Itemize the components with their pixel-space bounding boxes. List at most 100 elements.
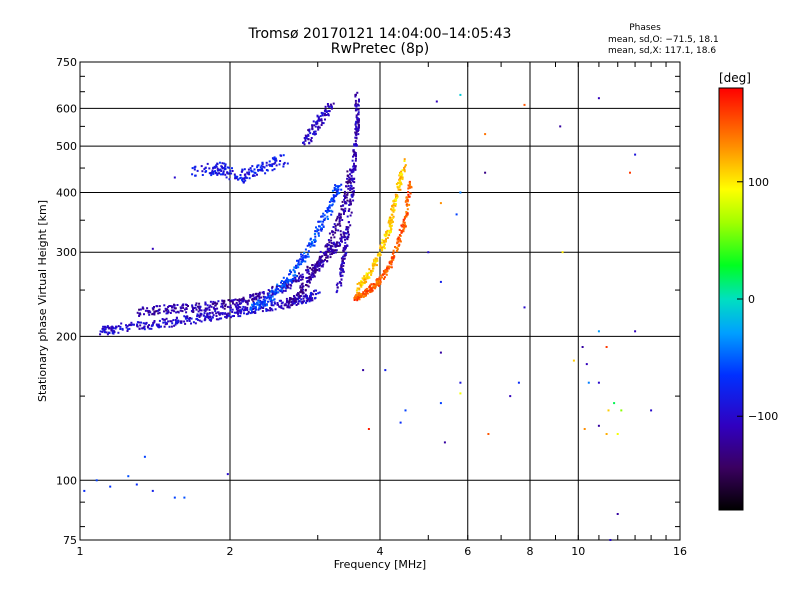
data-point xyxy=(360,285,363,288)
data-point xyxy=(326,103,329,105)
data-point xyxy=(362,369,365,372)
data-point xyxy=(278,299,281,302)
data-point xyxy=(146,309,149,312)
data-point xyxy=(194,165,197,168)
data-point xyxy=(262,305,265,308)
data-point xyxy=(203,312,206,315)
data-point xyxy=(395,203,397,206)
data-point xyxy=(348,181,351,184)
data-point xyxy=(306,266,309,269)
data-point xyxy=(231,301,234,303)
data-point xyxy=(170,325,173,328)
data-point xyxy=(389,266,392,269)
data-point xyxy=(299,258,302,261)
data-point xyxy=(297,266,300,269)
data-point xyxy=(302,141,305,144)
data-point xyxy=(328,200,331,203)
data-point xyxy=(231,311,234,313)
data-point xyxy=(395,183,398,185)
data-point xyxy=(211,169,214,172)
data-point xyxy=(366,292,369,295)
data-point xyxy=(300,289,303,292)
data-point xyxy=(332,249,335,252)
data-point xyxy=(298,272,300,275)
data-point xyxy=(400,171,403,174)
data-point xyxy=(385,234,388,237)
data-point xyxy=(328,241,331,244)
data-point xyxy=(310,140,313,143)
data-point xyxy=(250,306,253,309)
data-point xyxy=(247,299,250,302)
data-point xyxy=(345,202,348,205)
data-point xyxy=(298,275,301,278)
data-point xyxy=(403,158,406,161)
data-point xyxy=(308,278,311,281)
data-point xyxy=(313,241,316,243)
data-point xyxy=(261,303,264,306)
data-point xyxy=(177,321,179,324)
data-point xyxy=(286,285,289,288)
data-point xyxy=(353,299,356,301)
data-point xyxy=(146,307,149,310)
data-point xyxy=(324,210,327,212)
data-point xyxy=(318,126,321,129)
data-point xyxy=(253,303,256,306)
x-tick-label: 2 xyxy=(227,545,234,558)
data-point xyxy=(609,539,612,541)
data-point xyxy=(206,162,209,165)
data-point xyxy=(278,305,281,308)
data-point xyxy=(396,194,399,197)
data-point xyxy=(275,290,278,293)
data-point xyxy=(291,281,293,284)
data-point xyxy=(376,278,379,281)
data-point xyxy=(322,122,325,125)
data-point xyxy=(225,313,228,316)
data-point xyxy=(241,180,244,183)
data-point xyxy=(316,264,319,267)
data-point xyxy=(221,312,224,315)
data-point xyxy=(271,293,274,296)
data-point xyxy=(242,177,245,180)
data-point xyxy=(126,330,129,332)
data-point xyxy=(342,270,345,273)
data-point xyxy=(333,223,336,226)
data-point xyxy=(339,275,342,278)
data-point xyxy=(287,286,290,289)
data-point xyxy=(316,115,319,118)
data-point xyxy=(284,304,287,307)
data-point xyxy=(292,279,295,282)
data-point xyxy=(220,170,223,172)
data-point xyxy=(394,193,397,196)
data-point xyxy=(391,220,394,223)
data-point xyxy=(317,229,320,232)
data-point xyxy=(239,312,242,315)
data-point xyxy=(312,120,315,123)
data-point xyxy=(221,162,224,165)
data-point xyxy=(384,369,387,372)
data-point xyxy=(357,118,360,121)
data-point xyxy=(355,125,358,128)
data-point xyxy=(326,110,328,113)
data-point xyxy=(324,245,327,248)
data-point xyxy=(297,298,299,300)
data-point xyxy=(391,209,394,212)
data-point xyxy=(262,291,265,293)
data-point xyxy=(274,308,277,311)
data-point xyxy=(255,296,258,299)
data-point xyxy=(251,310,253,313)
data-point xyxy=(255,295,258,298)
data-point xyxy=(258,291,261,294)
data-point xyxy=(357,113,360,116)
data-point xyxy=(361,282,364,285)
data-point xyxy=(191,307,194,310)
data-point xyxy=(170,309,173,312)
data-point xyxy=(364,289,366,292)
data-point xyxy=(210,305,213,308)
data-point xyxy=(318,255,321,258)
data-point xyxy=(305,294,308,297)
data-point xyxy=(199,305,202,308)
data-point xyxy=(389,216,392,219)
data-point xyxy=(282,165,285,168)
data-point xyxy=(314,121,317,124)
data-point xyxy=(120,322,123,325)
